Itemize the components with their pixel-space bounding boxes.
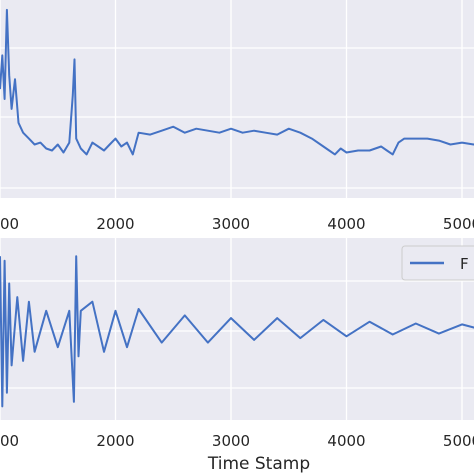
bottom-x-tick-label: 2000	[96, 432, 134, 450]
top-x-tick-label: 2000	[96, 215, 134, 233]
top-x-tick-label: 4000	[327, 215, 365, 233]
bottom-series-group	[0, 255, 474, 408]
legend: F	[401, 245, 474, 281]
top-series-group	[0, 8, 474, 156]
bottom-series-line-0	[0, 255, 474, 408]
bottom-x-tick-label: 4000	[327, 432, 365, 450]
top-plot-area	[0, 0, 474, 198]
top-x-tick-label: 3000	[212, 215, 250, 233]
top-x-tick-label: 1000	[0, 215, 19, 233]
bottom-x-tick-label: 3000	[212, 432, 250, 450]
bottom-x-tick-label: 1000	[0, 432, 19, 450]
top-series-line-0	[0, 8, 474, 156]
legend-label: F	[460, 255, 469, 273]
x-axis-title: Time Stamp	[207, 454, 310, 474]
top-gridlines	[0, 0, 474, 198]
